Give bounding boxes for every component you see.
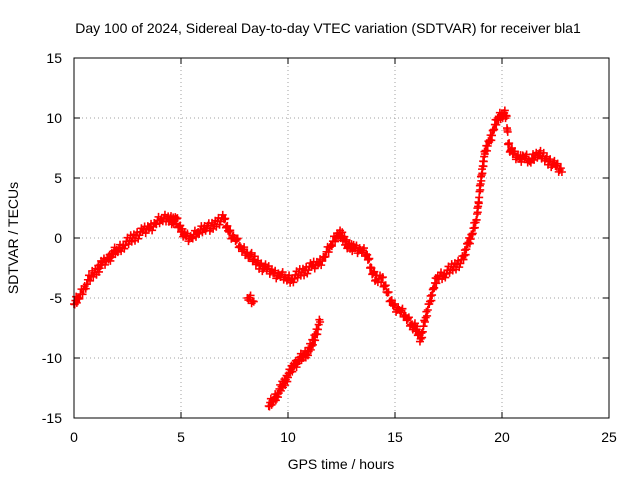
trace-marker xyxy=(225,228,234,236)
trace-marker xyxy=(378,273,387,282)
trace-marker xyxy=(403,314,412,323)
data-point xyxy=(557,168,566,176)
trace-marker xyxy=(503,127,512,136)
trace-marker xyxy=(246,250,255,259)
trace-marker xyxy=(101,260,110,269)
trace-marker xyxy=(134,234,143,243)
trace-marker xyxy=(246,291,255,300)
trace-marker xyxy=(240,243,249,252)
trace-marker xyxy=(232,235,241,244)
y-tick-label: 15 xyxy=(46,50,62,66)
trace-marker xyxy=(359,244,368,253)
trace-marker xyxy=(327,242,336,251)
trace-marker xyxy=(502,112,511,121)
data-series xyxy=(70,106,566,346)
trace-marker xyxy=(478,169,487,178)
trace-marker xyxy=(226,226,235,235)
trace-marker xyxy=(278,268,287,277)
y-tick-label: -15 xyxy=(42,410,62,426)
y-tick-label: -5 xyxy=(50,290,63,306)
trace-marker xyxy=(81,284,90,293)
y-axis-label: SDTVAR / TECUs xyxy=(5,182,21,294)
plot-frame xyxy=(73,57,610,419)
x-axis-label: GPS time / hours xyxy=(288,456,395,472)
trace-marker xyxy=(221,214,230,223)
x-tick-label: 25 xyxy=(601,429,617,445)
trace-marker xyxy=(384,288,393,297)
trace-marker xyxy=(321,252,330,261)
trace-marker xyxy=(120,244,129,253)
trace-marker xyxy=(365,254,374,263)
y-tick-label: 10 xyxy=(46,110,62,126)
chart-title: Day 100 of 2024, Sidereal Day-to-day VTE… xyxy=(75,20,581,36)
trace-marker xyxy=(404,313,413,322)
trace-marker xyxy=(303,269,312,278)
trace-marker xyxy=(289,278,298,287)
trace-marker xyxy=(556,164,565,173)
y-tick-label: -10 xyxy=(42,350,62,366)
x-tick-label: 0 xyxy=(70,429,78,445)
y-tick-label: 5 xyxy=(54,170,62,186)
trace-marker xyxy=(338,228,347,237)
trace-marker xyxy=(317,261,326,270)
trace-marker xyxy=(505,139,514,148)
trace-marker xyxy=(553,159,562,168)
trace-marker xyxy=(141,229,150,238)
x-tick-label: 15 xyxy=(387,429,403,445)
trace-marker xyxy=(324,248,333,257)
data-marks xyxy=(70,106,566,411)
trace-marker xyxy=(455,263,464,272)
data-series xyxy=(243,291,258,308)
tick-labels: 0 5 10 15 20 25 -15 -10 -5 0 5 10 15 xyxy=(42,50,617,445)
trace-marker xyxy=(78,290,87,299)
trace-marker xyxy=(250,252,259,261)
trace-marker xyxy=(148,226,157,235)
data-point xyxy=(316,318,325,326)
trace-marker xyxy=(398,304,407,313)
x-tick-label: 20 xyxy=(494,429,510,445)
trace-marker xyxy=(75,294,84,303)
trace-marker xyxy=(233,234,242,243)
trace-marker xyxy=(173,214,182,223)
trace-marker xyxy=(381,281,390,290)
x-tick-label: 5 xyxy=(177,429,185,445)
trace-marker xyxy=(500,106,509,115)
data-point xyxy=(249,297,258,306)
data-series xyxy=(264,315,325,411)
y-tick-label: 0 xyxy=(54,230,62,246)
trace-marker xyxy=(441,273,450,282)
x-tick-label: 10 xyxy=(280,429,296,445)
